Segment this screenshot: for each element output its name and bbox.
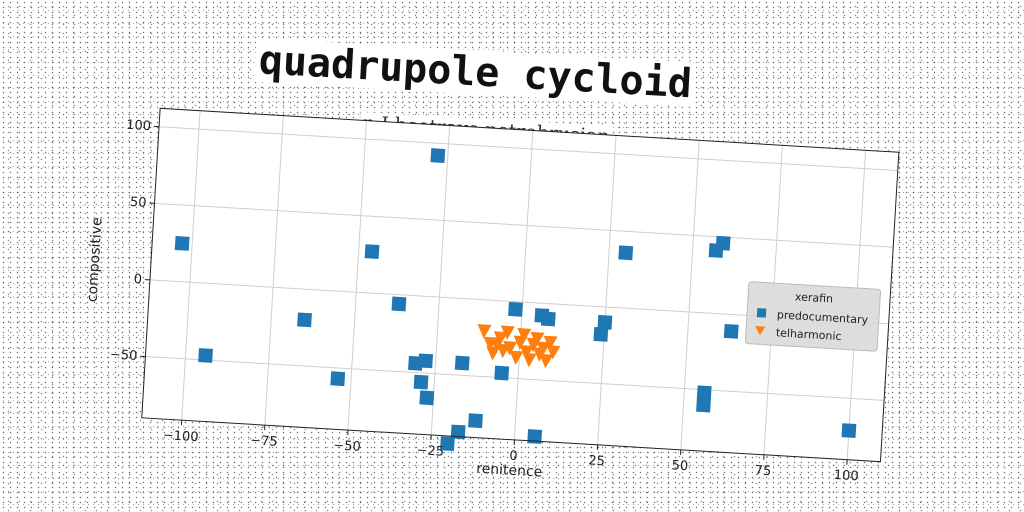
data-point-telharmonic bbox=[522, 352, 537, 368]
data-point-predocumentary bbox=[494, 365, 510, 381]
data-point-telharmonic bbox=[509, 350, 524, 365]
legend-marker-predocumentary bbox=[756, 308, 767, 318]
y-grid-line bbox=[145, 356, 885, 401]
y-grid-line bbox=[159, 126, 898, 172]
x-grid-line bbox=[680, 140, 700, 450]
y-axis-label: compositive bbox=[85, 217, 106, 303]
x-grid-line bbox=[264, 115, 284, 426]
data-point-predocumentary bbox=[540, 311, 556, 327]
data-point-predocumentary bbox=[391, 296, 407, 312]
data-point-predocumentary bbox=[841, 423, 857, 438]
plot-background bbox=[141, 108, 899, 462]
axis-ticks: −100 −75 −50 −25 0 25 50 75 100 −50 0 50 100 bbox=[110, 118, 859, 485]
data-point-telharmonic bbox=[536, 341, 551, 356]
legend-marker-telharmonic bbox=[755, 326, 766, 336]
data-point-predocumentary bbox=[454, 355, 470, 371]
x-tick-label: 100 bbox=[833, 468, 859, 484]
y-tick-label: −50 bbox=[110, 347, 138, 364]
data-point-predocumentary bbox=[198, 348, 213, 363]
legend: xerafin predocumentary telharmonic bbox=[744, 281, 881, 352]
data-point-predocumentary bbox=[618, 245, 634, 261]
data-point-predocumentary bbox=[440, 436, 455, 452]
plot-area: −100 −75 −50 −25 0 25 50 75 100 −50 0 50 100 reniten… bbox=[85, 107, 900, 485]
data-point-telharmonic bbox=[500, 325, 515, 340]
x-grid-line bbox=[181, 110, 201, 421]
legend-label-telharmonic: telharmonic bbox=[776, 326, 842, 343]
x-tick-label: −50 bbox=[333, 438, 361, 455]
data-point-predocumentary bbox=[696, 385, 712, 401]
data-point-predocumentary bbox=[419, 390, 435, 406]
x-tick-label: 0 bbox=[509, 449, 518, 464]
x-grid-line bbox=[597, 135, 617, 445]
x-tick-label: −100 bbox=[162, 428, 199, 445]
data-point-predocumentary bbox=[330, 371, 346, 387]
data-point-telharmonic bbox=[519, 345, 534, 360]
data-point-predocumentary bbox=[418, 353, 434, 369]
data-point-telharmonic bbox=[539, 353, 554, 369]
data-point-predocumentary bbox=[715, 235, 731, 251]
x-tick-label: 25 bbox=[588, 453, 605, 469]
x-grid-line bbox=[430, 125, 451, 436]
x-tick-label: −75 bbox=[250, 433, 278, 450]
data-point-predocumentary bbox=[468, 413, 483, 429]
y-tick-label: 0 bbox=[133, 272, 142, 287]
x-tick-label: 75 bbox=[754, 463, 771, 479]
data-point-predocumentary bbox=[696, 397, 711, 413]
data-point-predocumentary bbox=[174, 235, 190, 251]
data-point-telharmonic bbox=[543, 335, 558, 351]
x-grid-line bbox=[347, 120, 367, 431]
legend-title: xerafin bbox=[795, 290, 834, 305]
data-point-predocumentary bbox=[450, 424, 466, 440]
y-tick-label: 100 bbox=[126, 118, 152, 134]
data-point-predocumentary bbox=[597, 314, 613, 330]
data-point-telharmonic bbox=[477, 324, 492, 339]
data-point-telharmonic bbox=[530, 331, 545, 347]
y-tick-label: 50 bbox=[130, 195, 147, 211]
data-marks bbox=[174, 148, 857, 452]
data-point-predocumentary bbox=[527, 429, 543, 444]
y-grid-line bbox=[154, 202, 894, 248]
legend-label-predocumentary: predocumentary bbox=[777, 308, 869, 326]
data-point-telharmonic bbox=[503, 341, 518, 356]
x-tick-label: 50 bbox=[671, 458, 688, 474]
data-point-predocumentary bbox=[430, 148, 446, 163]
plot-frame bbox=[141, 107, 900, 463]
data-point-predocumentary bbox=[508, 301, 523, 317]
data-point-predocumentary bbox=[413, 374, 429, 390]
legend-box bbox=[744, 281, 881, 352]
data-point-predocumentary bbox=[723, 323, 739, 339]
x-grid-line bbox=[513, 130, 534, 440]
x-tick-label: −25 bbox=[416, 443, 444, 460]
data-point-telharmonic bbox=[490, 337, 505, 352]
data-point-telharmonic bbox=[546, 345, 561, 360]
x-axis-label: renitence bbox=[476, 461, 543, 481]
data-point-predocumentary bbox=[364, 244, 380, 260]
data-point-predocumentary bbox=[297, 312, 312, 328]
data-point-telharmonic bbox=[517, 328, 532, 343]
data-point-predocumentary bbox=[593, 326, 609, 342]
